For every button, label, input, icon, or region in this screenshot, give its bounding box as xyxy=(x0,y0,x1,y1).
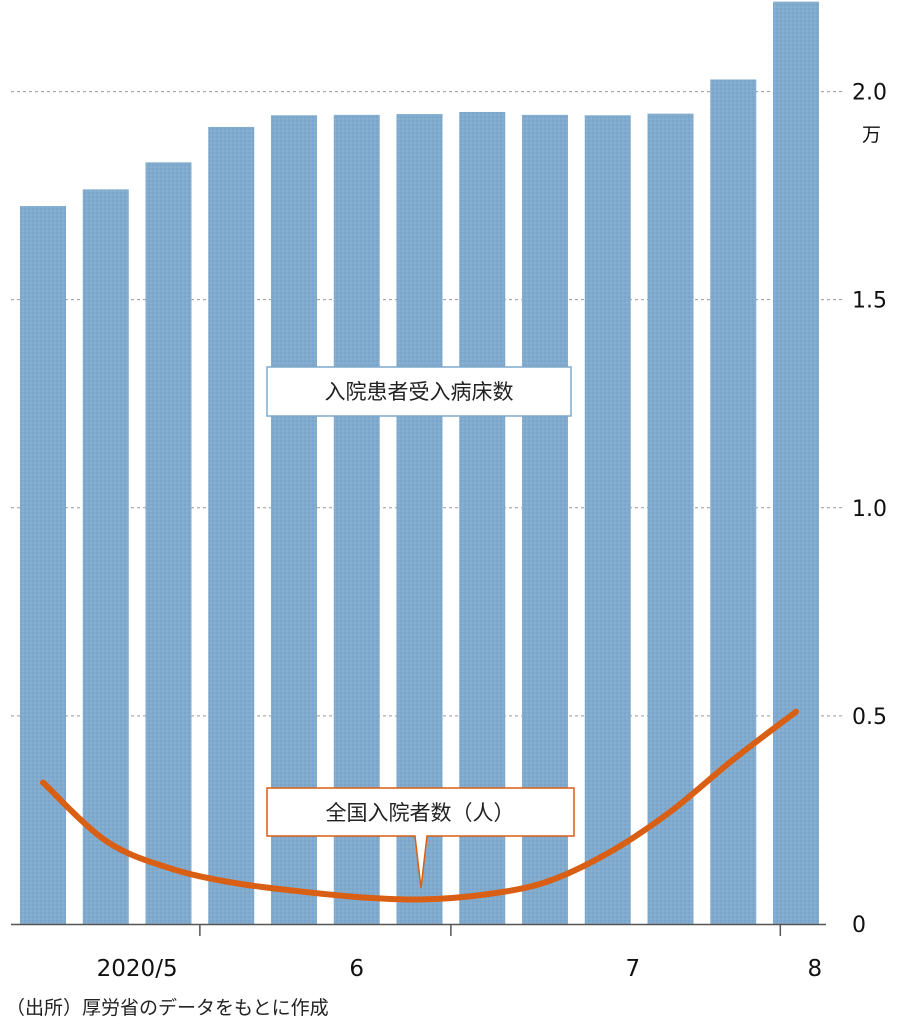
y-tick-label: 1.0 xyxy=(852,497,887,522)
bar xyxy=(82,189,129,925)
source-note: （出所）厚労省のデータをもとに作成 xyxy=(6,997,329,1019)
bar xyxy=(145,162,192,924)
line-series-label: 全国入院者数（人） xyxy=(326,801,515,825)
x-tick-labels: 2020/5 6 7 8 xyxy=(97,956,822,982)
bar xyxy=(208,126,255,925)
x-axis xyxy=(11,923,826,936)
bar-series-callout: 入院患者受入病床数 xyxy=(266,366,572,417)
x-tick-label: 8 xyxy=(808,956,823,982)
bar xyxy=(710,79,757,924)
y-tick-label: 2.0 xyxy=(852,81,887,106)
bar-series-label: 入院患者受入病床数 xyxy=(325,380,514,404)
y-axis: 0 0.5 1.0 1.5 2.0 xyxy=(852,81,887,938)
y-tick-label: 1.5 xyxy=(852,289,887,314)
line-series-callout: 全国入院者数（人） xyxy=(266,787,575,889)
y-tick-label: 0.5 xyxy=(852,705,887,730)
bar xyxy=(647,113,694,925)
bar xyxy=(773,1,819,925)
y-axis-unit: 万 xyxy=(862,124,881,146)
bar xyxy=(584,115,631,925)
y-tick-label: 0 xyxy=(852,913,866,938)
x-tick-label: 7 xyxy=(626,956,641,982)
x-tick-label: 6 xyxy=(349,956,364,982)
line-series xyxy=(40,708,799,903)
x-tick-label: 2020/5 xyxy=(97,956,178,982)
bar xyxy=(20,206,66,924)
